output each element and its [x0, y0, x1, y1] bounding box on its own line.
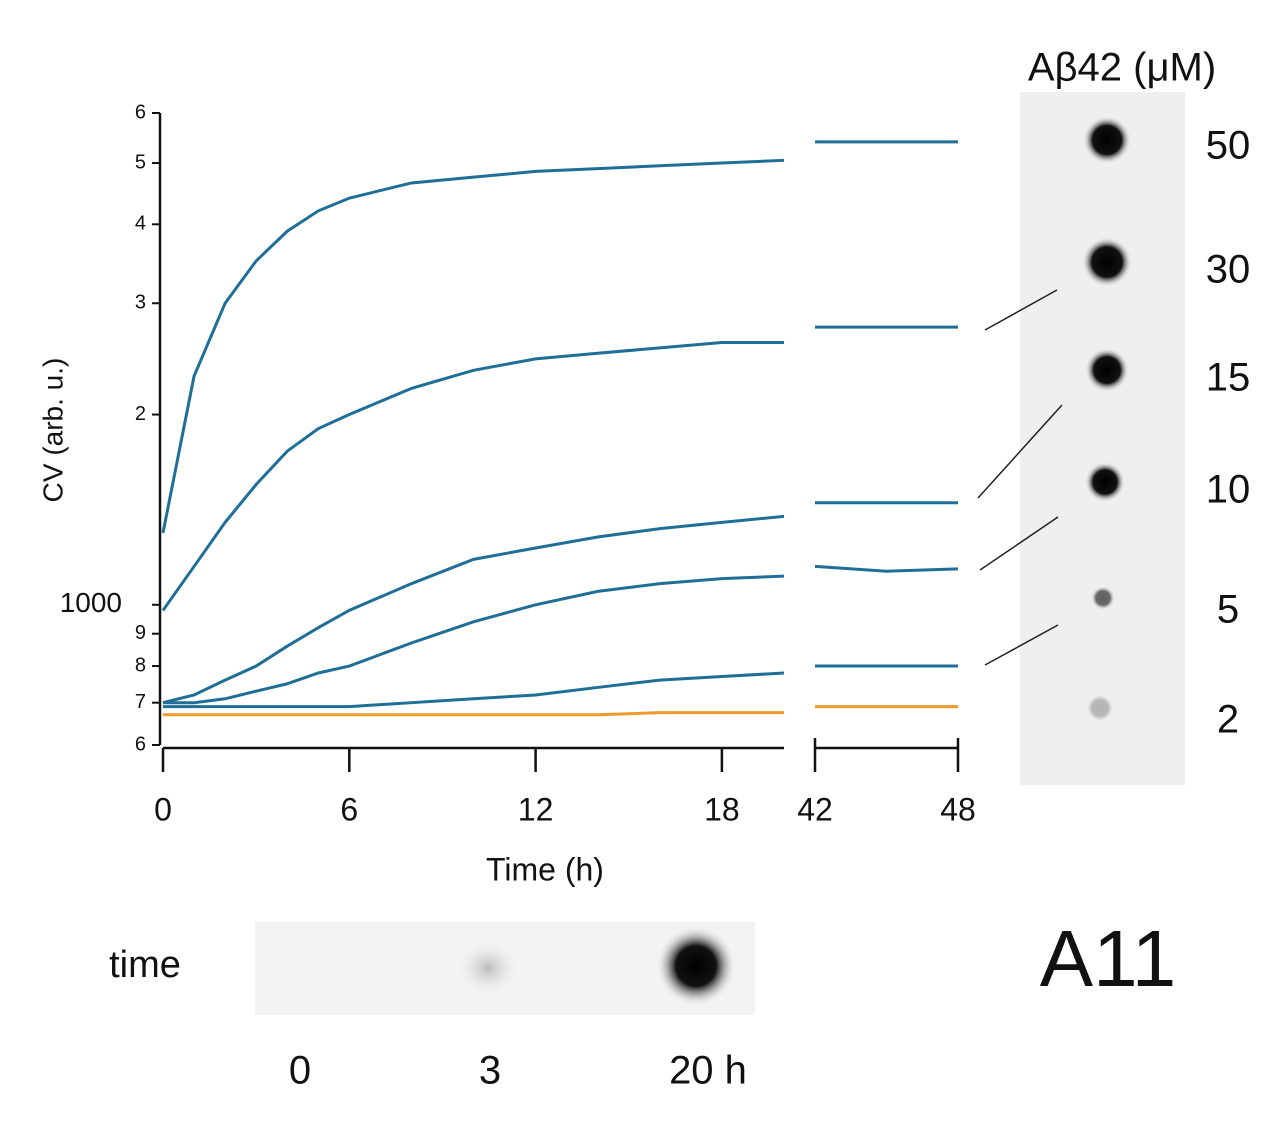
trace [163, 711, 784, 717]
trace [163, 574, 785, 705]
blot-title: Aβ42 (μM) [1028, 46, 1216, 90]
y-tick-label: 4 [135, 213, 146, 235]
concentration-label: 15 [1206, 356, 1251, 400]
x-axis-label: Time (h) [486, 851, 604, 887]
blot-dot [656, 926, 736, 1006]
blot-dot [1085, 348, 1129, 392]
x-tick-label: 6 [340, 791, 358, 827]
y-tick-label: 5 [135, 151, 146, 173]
trace [161, 158, 785, 534]
blot-dot [1083, 116, 1131, 164]
blot-time-label: time [109, 944, 181, 986]
concentration-label: 10 [1206, 468, 1251, 512]
x-tick-label: 18 [704, 791, 740, 827]
antibody-label: A11 [1040, 914, 1176, 1003]
concentration-label: 5 [1217, 588, 1239, 632]
time-tick: 0 [289, 1049, 311, 1093]
concentration-label: 30 [1206, 248, 1251, 292]
trace [161, 341, 784, 612]
trace [814, 564, 959, 573]
y-tick-label: 7 [135, 691, 146, 713]
trace [162, 514, 785, 705]
y-tick-label: 1000 [60, 587, 122, 618]
x-tick-label: 42 [797, 791, 833, 827]
trace [163, 671, 785, 709]
y-tick-label: 6 [135, 733, 146, 755]
y-tick-label: 6 [135, 101, 146, 123]
blot-dot [1091, 586, 1115, 610]
x-tick-label: 12 [518, 791, 554, 827]
connectors [977, 289, 1063, 666]
x-tick-label: 0 [154, 791, 172, 827]
concentration-label: 2 [1217, 698, 1239, 742]
y-tick-label: 3 [135, 292, 146, 314]
blot-dot [456, 940, 520, 996]
y-tick-label: 9 [135, 622, 146, 644]
time-tick: 3 [479, 1049, 501, 1093]
x-tick-label: 48 [940, 791, 976, 827]
time-tick: 20 h [669, 1049, 747, 1093]
concentration-label: 50 [1206, 124, 1251, 168]
blot-strip [1020, 92, 1185, 785]
blot-dot [1085, 462, 1125, 502]
y-axis-label: CV (arb. u.) [37, 358, 68, 503]
blot-dot [1086, 694, 1114, 722]
y-tick-label: 8 [135, 654, 146, 676]
y-tick-label: 2 [135, 403, 146, 425]
blot-dot [1082, 237, 1132, 287]
